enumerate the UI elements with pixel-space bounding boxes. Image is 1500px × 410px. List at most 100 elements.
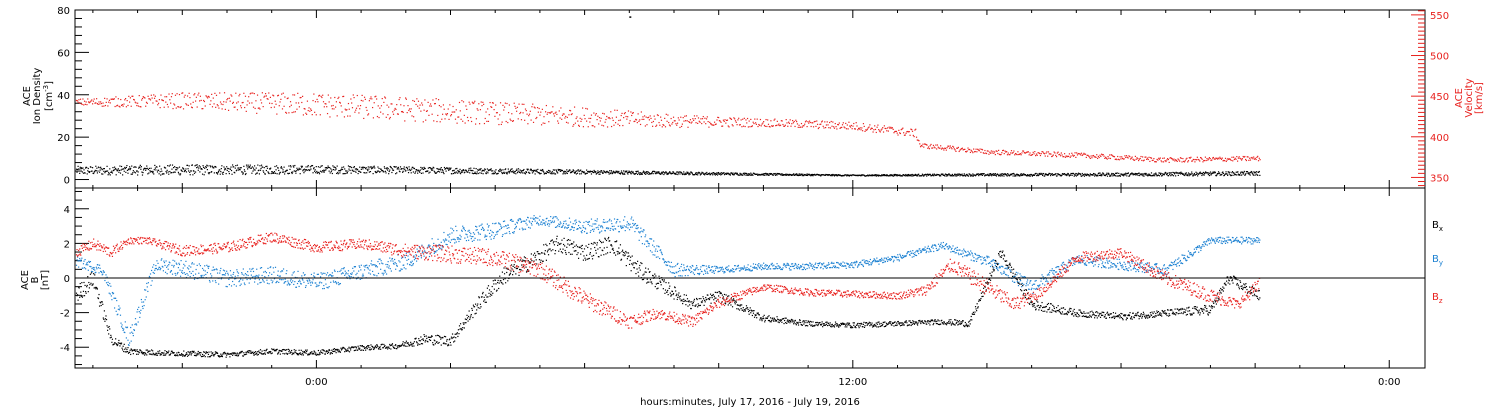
data-point — [425, 339, 427, 341]
data-point — [351, 102, 353, 104]
data-point — [175, 354, 177, 356]
data-point — [569, 109, 571, 112]
data-point — [210, 355, 212, 357]
data-point — [1153, 174, 1155, 176]
data-point — [767, 119, 769, 121]
data-point — [760, 125, 762, 127]
data-point — [981, 148, 983, 150]
data-point — [233, 106, 235, 108]
data-point — [321, 349, 323, 351]
data-point — [483, 170, 485, 172]
data-point — [151, 170, 153, 172]
data-point — [247, 350, 249, 352]
data-point — [812, 175, 814, 177]
data-point — [1216, 157, 1218, 159]
data-point — [686, 120, 688, 122]
data-point — [1019, 175, 1021, 177]
data-point — [298, 349, 300, 351]
data-point — [341, 166, 343, 168]
data-point — [481, 169, 484, 171]
data-point — [1103, 155, 1105, 157]
data-point — [601, 170, 603, 172]
data-point — [1128, 175, 1131, 177]
data-point — [1114, 174, 1116, 177]
data-point — [843, 126, 845, 128]
data-point — [302, 170, 304, 172]
data-point — [586, 169, 588, 171]
data-point — [1046, 174, 1049, 176]
data-point — [190, 351, 192, 353]
data-point — [288, 112, 290, 114]
data-point — [271, 102, 273, 105]
data-point — [339, 170, 342, 172]
data-point — [396, 345, 398, 347]
data-point — [512, 170, 514, 172]
data-point — [1236, 160, 1239, 162]
data-point — [968, 149, 970, 151]
data-point — [275, 165, 278, 167]
data-point — [579, 173, 581, 175]
data-point — [1255, 173, 1257, 175]
y2-tick-label: 400 — [1430, 133, 1449, 144]
data-point — [721, 125, 723, 127]
data-point — [1076, 152, 1078, 154]
data-point — [447, 345, 449, 347]
data-point — [1054, 152, 1056, 154]
data-point — [1113, 156, 1116, 158]
data-point — [486, 168, 488, 170]
data-point — [221, 108, 223, 110]
data-point — [865, 129, 867, 131]
data-point — [148, 350, 150, 352]
data-point — [391, 168, 394, 170]
data-point — [491, 102, 494, 104]
data-point — [406, 166, 408, 169]
data-point — [474, 303, 477, 305]
data-point — [153, 97, 156, 99]
data-point — [539, 114, 541, 116]
data-point — [562, 171, 565, 173]
data-point — [1103, 173, 1105, 175]
data-point — [582, 107, 584, 109]
data-point — [1160, 172, 1162, 174]
data-point — [1217, 171, 1220, 173]
data-point — [996, 150, 998, 152]
data-point — [124, 97, 127, 100]
data-point — [335, 101, 337, 103]
data-point — [326, 350, 328, 353]
data-point — [889, 174, 891, 176]
data-point — [489, 295, 491, 297]
data-point — [534, 256, 536, 258]
data-point — [610, 244, 612, 246]
data-point — [156, 100, 158, 102]
data-point — [296, 354, 299, 356]
data-point — [896, 132, 898, 134]
data-point — [800, 122, 803, 125]
data-point — [459, 173, 462, 175]
y-tick-label: 40 — [57, 91, 70, 102]
data-point — [854, 128, 856, 130]
data-point — [787, 125, 789, 127]
data-point — [171, 168, 173, 170]
data-point — [395, 173, 397, 175]
data-point — [104, 97, 106, 99]
data-point — [267, 172, 270, 174]
data-point — [591, 170, 594, 173]
data-point — [1096, 157, 1099, 160]
data-point — [806, 173, 808, 175]
data-point — [1201, 172, 1204, 174]
data-point — [558, 250, 560, 252]
data-point — [748, 173, 750, 175]
data-point — [1041, 173, 1043, 175]
data-point — [545, 172, 548, 175]
data-point — [761, 123, 763, 125]
data-point — [309, 166, 311, 168]
data-point — [393, 109, 395, 111]
data-point — [738, 117, 740, 119]
data-point — [721, 173, 723, 176]
data-point — [859, 127, 861, 129]
data-point — [174, 354, 176, 356]
data-point — [1063, 173, 1066, 175]
data-point — [227, 109, 230, 111]
data-point — [618, 252, 620, 255]
